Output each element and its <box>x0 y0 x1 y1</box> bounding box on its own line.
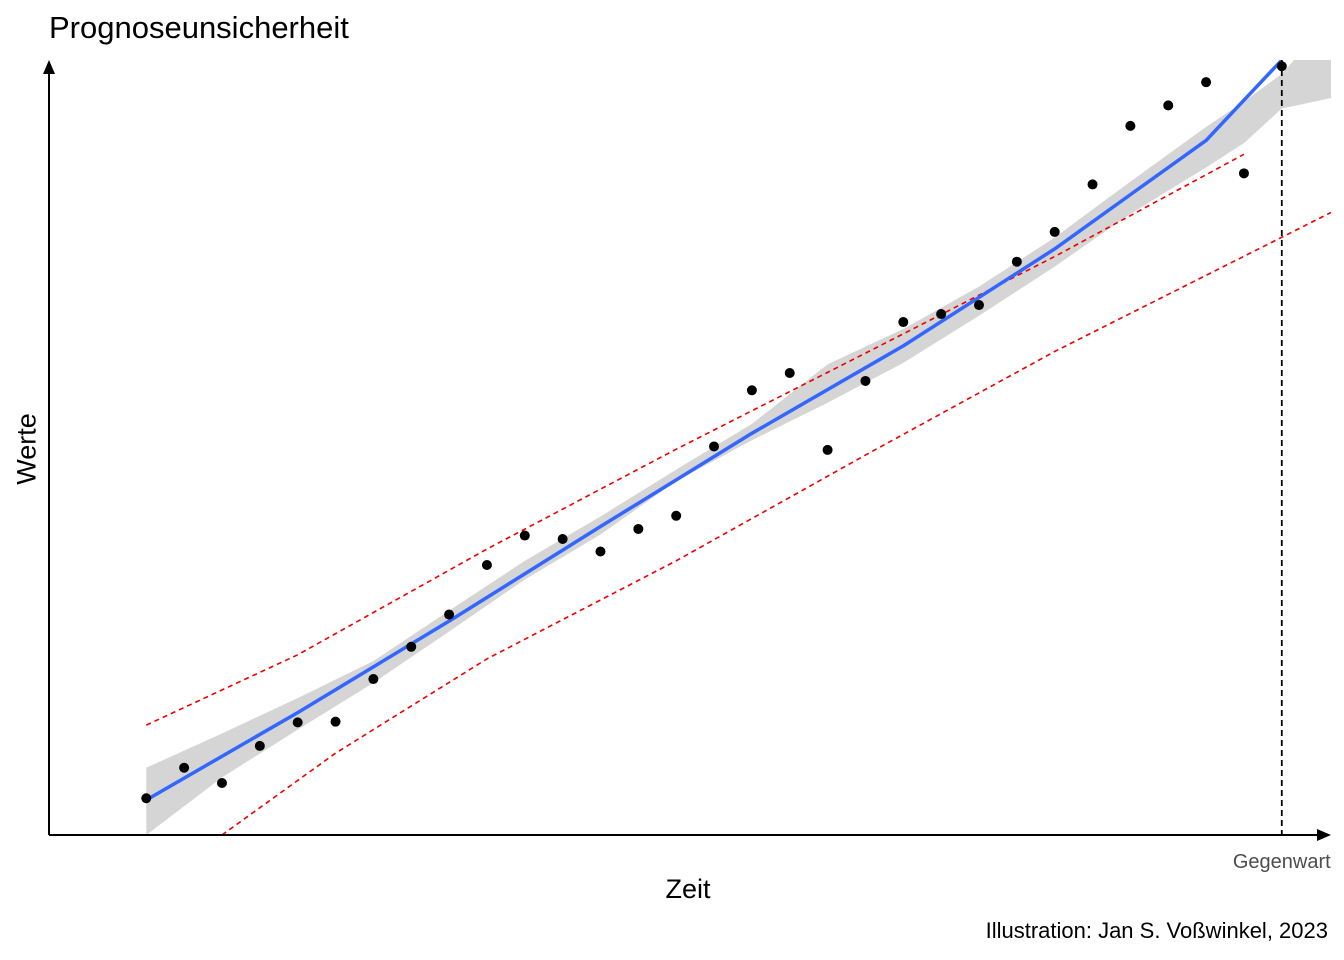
y-axis-label: Werte <box>11 413 42 485</box>
data-point <box>1163 100 1174 111</box>
data-point <box>1011 256 1022 267</box>
y-axis-arrow <box>43 60 55 74</box>
data-point <box>519 530 530 541</box>
data-point <box>330 716 341 727</box>
confidence-band <box>146 60 1331 835</box>
data-point <box>481 559 492 570</box>
axes-layer <box>43 60 1331 841</box>
data-point <box>406 641 417 652</box>
data-point <box>444 609 455 620</box>
data-point <box>1276 61 1287 72</box>
data-point <box>784 367 795 378</box>
data-point <box>292 717 303 728</box>
data-point <box>557 534 568 545</box>
data-point <box>595 546 606 557</box>
x-axis-label: Zeit <box>665 874 711 904</box>
data-points-layer <box>141 61 1287 804</box>
x-axis-arrow <box>1317 829 1331 841</box>
data-point <box>709 441 720 452</box>
data-point <box>822 444 833 455</box>
fit-line-layer <box>145 60 1284 802</box>
data-point <box>973 300 984 311</box>
data-point <box>633 523 644 534</box>
chart-caption: Illustration: Jan S. Voßwinkel, 2023 <box>985 918 1328 943</box>
x-tick-label: Gegenwart <box>1233 851 1331 873</box>
data-point <box>671 510 682 521</box>
data-point <box>254 740 265 751</box>
data-point <box>860 375 871 386</box>
data-point <box>368 674 379 685</box>
data-point <box>216 778 227 789</box>
data-point <box>936 309 947 320</box>
data-point <box>1125 120 1136 131</box>
prediction-upper-line <box>145 153 1245 726</box>
prediction-interval-layer <box>145 153 1331 835</box>
data-point <box>898 317 909 328</box>
data-point <box>1201 77 1212 88</box>
chart-title: Prognoseunsicherheit <box>49 10 349 45</box>
data-point <box>179 762 190 773</box>
data-point <box>746 385 757 396</box>
data-point <box>1238 168 1249 179</box>
x-tick-labels-layer: Gegenwart <box>1233 851 1331 873</box>
data-point <box>1049 226 1060 237</box>
prediction-lower-line <box>221 211 1331 835</box>
fit-line <box>145 60 1284 802</box>
data-point <box>141 793 152 804</box>
confidence-band-layer <box>146 60 1331 835</box>
data-point <box>1087 179 1098 190</box>
